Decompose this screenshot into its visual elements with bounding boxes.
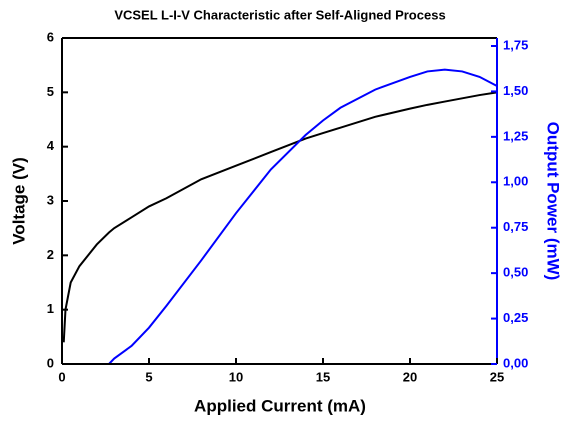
y2-tick-label: 1,50 xyxy=(503,83,528,98)
y2-tick-label: 0,50 xyxy=(503,265,528,280)
x-axis-label: Applied Current (mA) xyxy=(194,396,366,415)
line-series xyxy=(62,91,498,343)
y-tick-label: 2 xyxy=(47,247,54,262)
y2-tick-label: 1,25 xyxy=(503,128,528,143)
y-tick-label: 4 xyxy=(47,138,55,153)
y2-axis-label: Output Power (mW) xyxy=(544,122,563,281)
y2-tick-label: 0,00 xyxy=(503,355,528,370)
y-tick-label: 5 xyxy=(47,84,54,99)
y2-tick-label: 0,25 xyxy=(503,310,528,325)
x-tick-label: 20 xyxy=(403,369,417,384)
y-tick-label: 6 xyxy=(47,29,54,44)
y-axis-label: Voltage (V) xyxy=(9,157,28,245)
y2-tick-label: 1,00 xyxy=(503,174,528,189)
chart-title: VCSEL L-I-V Characteristic after Self-Al… xyxy=(114,7,445,22)
x-tick-label: 15 xyxy=(316,369,330,384)
y-tick-label: 3 xyxy=(47,192,54,207)
x-tick-label: 10 xyxy=(229,369,243,384)
y2-tick-label: 1,75 xyxy=(503,37,528,52)
x-tick-label: 25 xyxy=(490,369,504,384)
y-tick-label: 0 xyxy=(47,355,54,370)
y-tick-label: 1 xyxy=(47,301,54,316)
x-tick-label: 5 xyxy=(145,369,152,384)
x-tick-label: 0 xyxy=(58,369,65,384)
y2-tick-label: 0,75 xyxy=(503,219,528,234)
line-series xyxy=(63,68,498,365)
